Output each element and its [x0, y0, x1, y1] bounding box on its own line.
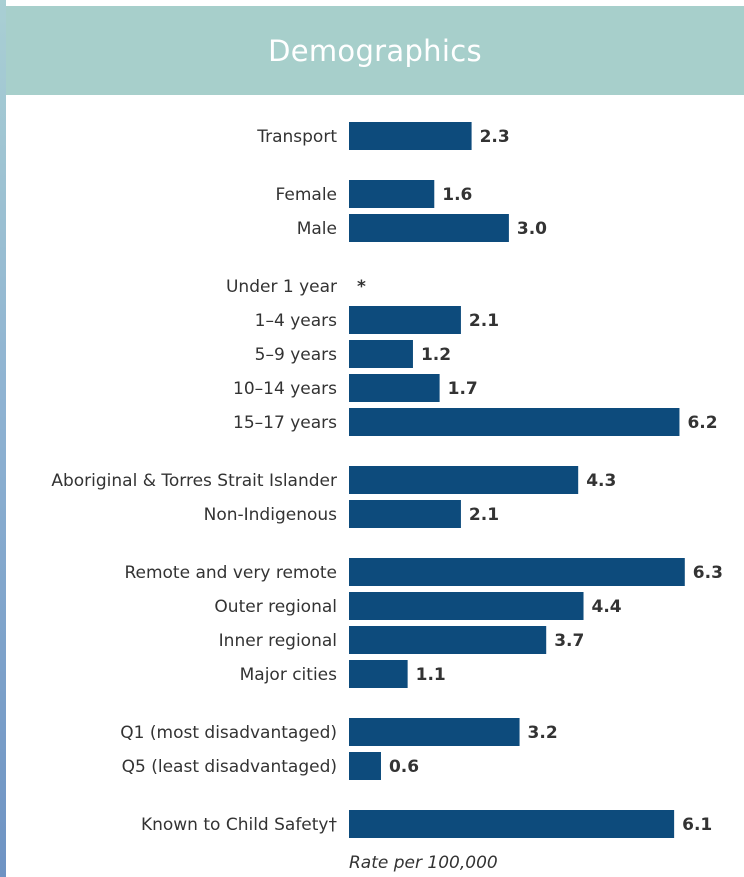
bar	[349, 626, 547, 654]
category-label: Non-Indigenous	[204, 505, 338, 525]
data-label: 0.6	[389, 757, 419, 777]
bar	[349, 306, 461, 334]
page-title: Demographics	[268, 33, 482, 68]
category-label: 15–17 years	[233, 413, 337, 433]
bar	[349, 500, 461, 528]
bar	[349, 752, 381, 780]
data-label: 4.4	[592, 597, 622, 617]
data-label: 4.3	[586, 471, 616, 491]
data-label: 6.2	[687, 413, 717, 433]
bar	[349, 592, 584, 620]
data-label: 1.7	[448, 379, 478, 399]
bar	[349, 718, 520, 746]
data-label: 3.2	[528, 723, 558, 743]
data-label: 1.1	[416, 665, 446, 685]
left-accent-strip	[0, 0, 6, 877]
category-label: 1–4 years	[255, 311, 337, 331]
category-label: Male	[297, 219, 337, 239]
bar-chart-svg: Transport 2.3 Female 1.6 Male 3.0 Under 1 year…	[51, 122, 723, 873]
data-label: 2.1	[469, 505, 499, 525]
data-label: 2.3	[480, 127, 510, 147]
data-label: 2.1	[469, 311, 499, 331]
bar	[349, 122, 472, 150]
data-label: 3.7	[554, 631, 584, 651]
category-label: Transport	[256, 127, 337, 147]
category-label: Female	[276, 185, 337, 205]
bar	[349, 810, 675, 838]
header-banner: Demographics	[6, 6, 744, 95]
data-label: 3.0	[517, 219, 547, 239]
bar	[349, 374, 440, 402]
category-label: Known to Child Safety†	[141, 815, 338, 835]
category-label: 5–9 years	[255, 345, 337, 365]
bar	[349, 466, 579, 494]
data-label: 6.3	[693, 563, 723, 583]
category-label: Aboriginal & Torres Strait Islander	[51, 471, 337, 491]
category-label: Outer regional	[214, 597, 337, 617]
bar	[349, 180, 435, 208]
category-label: Remote and very remote	[124, 563, 337, 583]
data-label: *	[357, 277, 366, 297]
category-label: Q1 (most disadvantaged)	[120, 723, 337, 743]
category-label: Major cities	[240, 665, 338, 685]
data-label: 1.6	[442, 185, 472, 205]
bar	[349, 558, 685, 586]
category-label: Q5 (least disadvantaged)	[122, 757, 337, 777]
category-label: Under 1 year	[226, 277, 337, 297]
category-label: 10–14 years	[233, 379, 337, 399]
category-label: Inner regional	[219, 631, 337, 651]
bar-chart: Transport 2.3 Female 1.6 Male 3.0 Under 1 year…	[6, 95, 744, 877]
bar	[349, 660, 408, 688]
data-label: 1.2	[421, 345, 451, 365]
bar	[349, 340, 413, 368]
bar	[349, 408, 680, 436]
data-label: 6.1	[682, 815, 712, 835]
x-axis-label: Rate per 100,000	[349, 853, 498, 873]
bar	[349, 214, 509, 242]
